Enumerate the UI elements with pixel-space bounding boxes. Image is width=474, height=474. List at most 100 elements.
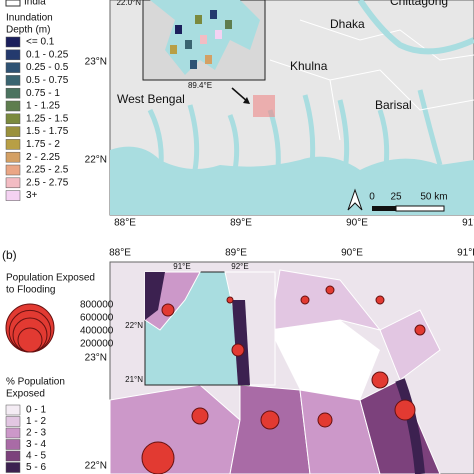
size-legend-label: 400000 [80, 326, 114, 337]
inset-lat-label: 22.0°N [116, 0, 141, 7]
bubble [161, 303, 175, 317]
legend-title: Population Exposed [6, 273, 95, 284]
legend-label: 2 - 3 [26, 428, 46, 439]
borders [269, 19, 474, 141]
inset-lon-label: 92°E [231, 262, 248, 271]
legend-swatch [5, 177, 21, 189]
district [299, 389, 381, 474]
lat-label: 23°N [85, 353, 107, 364]
legend-swatch [5, 49, 21, 61]
inset-district [232, 300, 250, 385]
inundation-patch [210, 10, 217, 19]
legend-swatch [5, 100, 21, 112]
inundation-patch [225, 20, 232, 29]
legend-label: 1.75 - 2 [26, 139, 60, 150]
inset-lat-label: 22°N [125, 321, 143, 330]
place-label: West Bengal [117, 92, 185, 106]
lon-label: 88°E [109, 248, 131, 259]
legend-swatch [5, 190, 21, 201]
lon-label: 88°E [114, 218, 136, 229]
arrow-head [243, 97, 250, 104]
lon-label: 91°E [462, 218, 474, 229]
legend-label: <= 0.1 [26, 37, 55, 48]
panel-label: (b) [2, 248, 17, 262]
bubble [231, 343, 245, 357]
legend-title: Depth (m) [6, 25, 50, 36]
legend-swatch [5, 427, 21, 439]
legend-swatch [5, 151, 21, 163]
legend-label: 0 - 1 [26, 405, 46, 416]
legend-swatch [5, 87, 21, 99]
scale-label: 50 km [420, 192, 447, 203]
legend-title: to Flooding [6, 285, 55, 296]
legend-label: 2.25 - 2.5 [26, 165, 69, 176]
bubble [260, 410, 280, 430]
legend-swatch [5, 439, 21, 450]
river-padma [357, 0, 474, 55]
lon-label: 90°E [346, 218, 368, 229]
bubble [141, 441, 175, 474]
bubble [371, 371, 389, 389]
inset-inundation [170, 10, 232, 69]
legend-swatch [5, 75, 21, 86]
legend-swatch [5, 36, 21, 48]
legend-swatch [5, 164, 21, 176]
lat-label: 22°N [85, 461, 107, 472]
legend-label: 1 - 1.25 [26, 101, 60, 112]
scale-bar [372, 206, 396, 211]
legend-swatch [5, 113, 21, 125]
legend-label: 3 - 4 [26, 439, 46, 450]
size-legend-label: 600000 [80, 313, 114, 324]
legend-swatch [5, 450, 21, 462]
district [379, 309, 441, 381]
legend-swatch [5, 0, 21, 7]
panel-a: <= 0.10.1 - 0.25 0.25 - 0.5 0.5 - 0.75 0.75… [5, 0, 474, 216]
inundation-patch [195, 15, 202, 24]
legend-swatch [5, 126, 21, 137]
legend-label: 5 - 6 [26, 462, 46, 473]
inundation-patch [205, 55, 212, 64]
legend-label: 2.5 - 2.75 [26, 177, 69, 188]
bubble [191, 407, 209, 425]
inundation-patch [200, 35, 207, 44]
bubble [394, 399, 416, 421]
legend-swatch [5, 416, 21, 427]
legend-swatch [5, 404, 21, 416]
legend-swatch [5, 462, 21, 473]
legend-label: 1 - 2 [26, 416, 46, 427]
depth-legend: <= 0.10.1 - 0.25 0.25 - 0.5 0.5 - 0.75 0.75… [5, 36, 69, 201]
legend-title: Inundation [6, 13, 53, 24]
unaffected [270, 320, 380, 400]
legend-label: 1.25 - 1.5 [26, 113, 69, 124]
inset-lat-label: 21°N [125, 375, 143, 384]
bubble [317, 412, 333, 428]
scale-label: 25 [390, 192, 402, 203]
legend-label: 0.25 - 0.5 [26, 62, 69, 73]
legend-label: 2 - 2.25 [26, 152, 60, 163]
inundation-patch [170, 45, 177, 54]
bubble [325, 285, 335, 295]
inundation-patch [190, 60, 197, 69]
legend-label: 3+ [26, 190, 38, 201]
bubble [414, 324, 426, 336]
inundation-patch [215, 30, 222, 39]
study-area [253, 95, 275, 117]
size-legend-circle [17, 327, 43, 353]
legend-label: 4 - 5 [26, 451, 46, 462]
inset-lon-label: 89.4°E [188, 81, 212, 90]
district [395, 378, 425, 474]
legend-label: 0.5 - 0.75 [26, 75, 69, 86]
place-label: Dhaka [330, 17, 365, 31]
lon-label: 89°E [225, 248, 247, 259]
place-label: Chittagong [390, 0, 448, 8]
place-label: Barisal [375, 98, 412, 112]
legend-label: India [24, 0, 46, 8]
legend-title: % Population [6, 377, 65, 388]
legend-swatch [5, 139, 21, 150]
bubble [226, 296, 234, 304]
legend-label: 0.75 - 1 [26, 88, 60, 99]
